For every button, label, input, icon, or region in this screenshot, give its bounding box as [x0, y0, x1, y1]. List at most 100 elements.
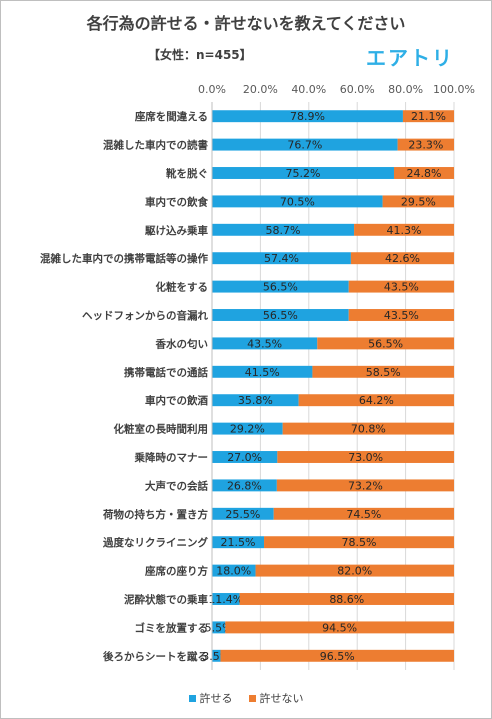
- bar-allow: [212, 110, 403, 123]
- category-label: 車内での飲酒: [145, 394, 208, 407]
- bar-disallow: [276, 479, 454, 492]
- brand-logo: エアトリ: [366, 46, 454, 70]
- bar-allow: [212, 252, 351, 265]
- data-label-disallow: 23.3%: [408, 139, 443, 152]
- bar-allow: [212, 479, 277, 492]
- data-label-allow: 58.7%: [266, 224, 301, 237]
- category-label: ゴミを放置する: [135, 621, 209, 634]
- bar-disallow: [348, 280, 454, 293]
- data-label-disallow: 73.0%: [348, 451, 383, 464]
- category-label: 大声での会話: [145, 479, 208, 492]
- bar-allow: [212, 593, 240, 605]
- legend-item-allow: 許せる: [188, 690, 233, 706]
- data-label-disallow: 43.5%: [384, 309, 419, 322]
- category-label: 駆け込み乗車: [145, 224, 208, 237]
- x-tick-label: 100.0%: [433, 83, 475, 96]
- x-tick-label: 40.0%: [291, 83, 326, 96]
- bar-disallow: [354, 223, 454, 236]
- data-label-disallow: 82.0%: [337, 565, 372, 578]
- x-tick-label: 60.0%: [340, 83, 375, 96]
- data-label-allow: 56.5%: [263, 309, 298, 322]
- category-label: 化粧室の長時間利用: [114, 423, 209, 436]
- bar-allow: [212, 223, 355, 236]
- bar-disallow: [277, 451, 454, 463]
- chart-legend: 許せる 許せない: [0, 690, 492, 706]
- bar-disallow: [312, 365, 454, 378]
- legend-swatch-allow: [188, 694, 196, 702]
- data-label-allow: 76.7%: [287, 139, 322, 152]
- bar-allow: [212, 195, 383, 208]
- category-label: 荷物の持ち方・置き方: [102, 508, 208, 521]
- data-label-allow: 25.5%: [225, 508, 260, 521]
- bar-disallow: [239, 593, 454, 605]
- data-label-allow: 57.4%: [264, 252, 299, 265]
- category-label: 携帯電話での通話: [124, 366, 208, 379]
- x-tick-label: 80.0%: [388, 83, 423, 96]
- bar-disallow: [350, 252, 454, 265]
- x-tick-label: 0.0%: [198, 83, 226, 96]
- chart-subtitle: 【女性：n=455】: [148, 48, 252, 62]
- bar-disallow: [382, 195, 454, 208]
- data-label-allow: 41.5%: [245, 366, 280, 379]
- bar-disallow: [220, 649, 454, 662]
- bar-allow: [212, 536, 265, 549]
- data-label-disallow: 94.5%: [322, 621, 357, 634]
- legend-label-allow: 許せる: [199, 692, 233, 705]
- bar-disallow: [317, 337, 454, 350]
- bar-allow: [212, 649, 221, 662]
- bar-disallow: [282, 422, 454, 435]
- category-label: 座席を間違える: [134, 110, 208, 123]
- category-label: 香水の匂い: [155, 337, 209, 350]
- category-label: 化粧をする: [156, 281, 209, 294]
- bar-allow: [212, 365, 313, 378]
- category-label: 後ろからシートを蹴る: [102, 650, 208, 663]
- bar-disallow: [273, 507, 454, 520]
- data-label-allow: 78.9%: [290, 110, 325, 123]
- data-label-allow: 18.0%: [216, 565, 251, 578]
- data-label-disallow: 78.5%: [342, 536, 377, 549]
- bar-disallow: [397, 138, 454, 151]
- data-label-allow: 56.5%: [263, 281, 298, 294]
- category-label: 車内での飲食: [145, 195, 208, 208]
- category-label: 過度なリクライニング: [102, 536, 208, 549]
- bar-allow: [212, 451, 278, 463]
- data-label-disallow: 41.3%: [387, 224, 422, 237]
- bar-disallow: [348, 309, 454, 321]
- data-label-disallow: 43.5%: [384, 281, 419, 294]
- category-label: 混雑した車内での読書: [103, 139, 208, 152]
- data-label-disallow: 70.8%: [351, 423, 386, 436]
- legend-item-disallow: 許せない: [248, 690, 304, 706]
- legend-swatch-disallow: [248, 694, 256, 702]
- category-label: 混雑した車内での携帯電話等の操作: [40, 252, 208, 265]
- data-label-allow: 75.2%: [286, 167, 321, 180]
- legend-label-disallow: 許せない: [259, 692, 304, 705]
- data-label-disallow: 29.5%: [401, 195, 436, 208]
- bar-allow: [212, 422, 283, 435]
- data-label-disallow: 64.2%: [359, 394, 394, 407]
- data-label-disallow: 96.5%: [320, 650, 355, 663]
- data-label-allow: 70.5%: [280, 195, 315, 208]
- bar-allow: [212, 564, 256, 577]
- data-label-allow: 11.4%: [208, 593, 243, 606]
- category-label: 靴を脱ぐ: [166, 167, 208, 180]
- bar-disallow: [298, 394, 454, 407]
- data-label-disallow: 24.8%: [407, 167, 442, 180]
- bar-disallow: [393, 167, 454, 179]
- data-label-allow: 29.2%: [230, 423, 265, 436]
- bar-disallow: [225, 621, 454, 634]
- data-label-allow: 35.8%: [238, 394, 273, 407]
- bar-allow: [212, 621, 226, 634]
- data-label-allow: 26.8%: [227, 479, 262, 492]
- data-label-disallow: 74.5%: [346, 508, 381, 521]
- bar-allow: [212, 167, 394, 179]
- data-label-allow: 43.5%: [247, 337, 282, 350]
- category-label: 座席の座り方: [144, 565, 208, 578]
- data-label-disallow: 56.5%: [368, 337, 403, 350]
- x-tick-label: 20.0%: [243, 83, 278, 96]
- category-label: 乗降時のマナー: [134, 451, 209, 464]
- category-label: ヘッドフォンからの音漏れ: [82, 309, 208, 322]
- bar-allow: [212, 337, 318, 350]
- data-label-disallow: 88.6%: [329, 593, 364, 606]
- bar-allow: [212, 507, 274, 520]
- data-label-disallow: 42.6%: [385, 252, 420, 265]
